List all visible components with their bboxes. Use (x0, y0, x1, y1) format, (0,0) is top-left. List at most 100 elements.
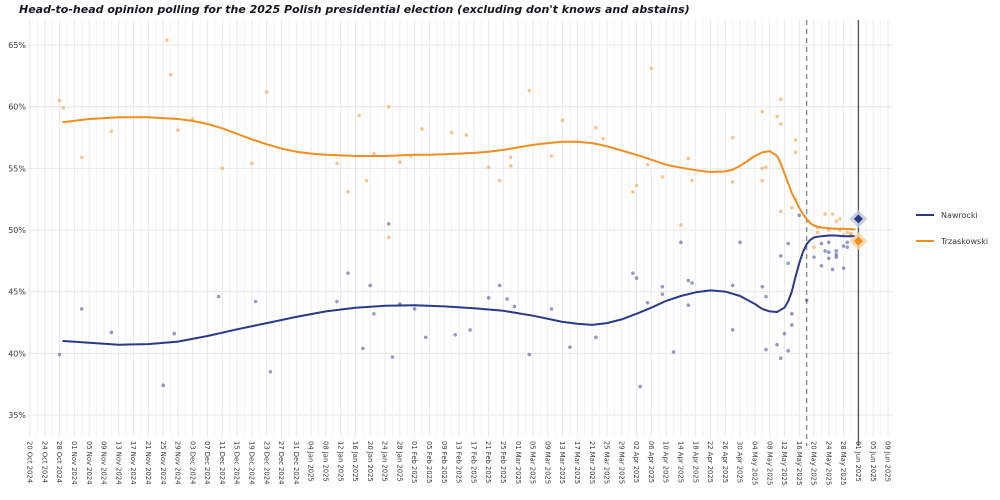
y-tick-label: 55% (8, 164, 26, 173)
y-tick-label: 65% (8, 41, 26, 50)
nawrocki-poll-point (845, 240, 850, 245)
nawrocki-poll-point (671, 350, 676, 354)
trzaskowski-poll-point (560, 118, 565, 123)
y-tick-label: 60% (8, 103, 26, 112)
chart-title: Head-to-head opinion polling for the 202… (19, 3, 690, 16)
y-tick-label: 35% (8, 411, 26, 420)
x-tick-label: 27 Dec 2024 (277, 441, 285, 484)
nawrocki-poll-point (790, 323, 794, 327)
x-tick-label: 17 Feb 2025 (469, 441, 477, 483)
x-tick-label: 29 Mar 2025 (617, 441, 625, 484)
nawrocki-poll-point (79, 307, 84, 311)
trzaskowski-poll-point (645, 162, 650, 167)
nawrocki-poll-point (361, 346, 365, 351)
trzaskowski-trend-line (62, 116, 856, 231)
trzaskowski-poll-point (364, 178, 369, 183)
nawrocki-poll-point (797, 213, 802, 218)
nawrocki-poll-point (782, 331, 787, 336)
nawrocki-poll-point (841, 244, 846, 248)
x-tick-label: 24 Oct 2024 (40, 441, 48, 483)
trzaskowski-poll-point (508, 155, 513, 160)
nawrocki-poll-point (568, 345, 572, 349)
nawrocki-poll-point (786, 349, 790, 353)
trzaskowski-line-swatch (916, 240, 934, 242)
x-tick-label: 12 May 2025 (780, 441, 788, 485)
trzaskowski-poll-point (679, 223, 683, 227)
trzaskowski-poll-point (634, 183, 639, 188)
nawrocki-poll-point (679, 240, 683, 245)
nawrocki-poll-point (812, 255, 816, 259)
x-tick-label: 01 Feb 2025 (410, 441, 418, 483)
nawrocki-poll-point (841, 266, 846, 271)
x-tick-label: 12 Jan 2025 (336, 441, 344, 482)
trzaskowski-poll-point (790, 206, 794, 210)
nawrocki-poll-point (834, 255, 839, 259)
x-tick-label: 06 Apr 2025 (647, 441, 655, 483)
trzaskowski-poll-point (372, 151, 376, 156)
x-tick-label: 26 Apr 2025 (721, 441, 729, 483)
y-tick-label: 45% (8, 288, 26, 297)
nawrocki-line-swatch (916, 214, 934, 216)
trzaskowski-poll-point (497, 178, 502, 183)
nawrocki-trend-line (62, 234, 856, 346)
nawrocki-poll-point (372, 312, 376, 316)
x-tick-label: 09 Feb 2025 (440, 441, 448, 483)
nawrocki-poll-point (834, 249, 839, 253)
x-tick-label: 08 May 2025 (765, 441, 773, 485)
nawrocki-poll-point (823, 249, 827, 253)
nawrocki-poll-point (834, 252, 839, 257)
trzaskowski-poll-point (250, 161, 254, 166)
trzaskowski-poll-point (386, 104, 391, 109)
x-tick-label: 13 Feb 2025 (455, 441, 463, 483)
legend-item-trzaskowski: Trzaskowski (916, 236, 988, 246)
trzaskowski-poll-point (778, 209, 783, 214)
trzaskowski-poll-point (57, 98, 62, 103)
nawrocki-poll-point (109, 330, 114, 335)
nawrocki-poll-point (505, 297, 509, 301)
trzaskowski-poll-point (793, 150, 798, 155)
nawrocki-poll-point (335, 299, 339, 304)
trzaskowski-poll-point (730, 180, 735, 184)
nawrocki-poll-point (412, 307, 417, 311)
trzaskowski-poll-point (838, 217, 842, 221)
legend-label-nawrocki: Nawrocki (941, 210, 978, 220)
nawrocki-poll-point (730, 328, 735, 332)
legend: Nawrocki Trzaskowski (916, 210, 988, 246)
nawrocki-poll-point (390, 355, 395, 359)
x-tick-label: 20 May 2025 (810, 441, 818, 485)
x-tick-label: 05 Nov 2024 (85, 441, 93, 485)
nawrocki-poll-point (216, 294, 221, 299)
nawrocki-poll-point (660, 284, 665, 289)
x-tick-label: 07 Dec 2024 (203, 441, 211, 484)
trzaskowski-poll-point (357, 113, 361, 118)
x-tick-label: 17 Nov 2024 (129, 441, 137, 485)
x-tick-label: 01 Mar 2025 (514, 441, 522, 484)
x-tick-label: 25 Nov 2024 (159, 441, 167, 485)
nawrocki-poll-point (790, 312, 794, 316)
nawrocki-poll-point (760, 284, 765, 289)
trzaskowski-poll-point (660, 175, 665, 179)
x-tick-label: 21 Nov 2024 (144, 441, 152, 485)
nawrocki-poll-point (827, 240, 831, 245)
x-tick-label: 09 Mar 2025 (543, 441, 551, 484)
trzaskowski-poll-point (79, 155, 84, 160)
trzaskowski-poll-point (549, 154, 554, 158)
nawrocki-poll-point (57, 352, 62, 357)
x-tick-label: 05 Mar 2025 (529, 441, 537, 484)
trzaskowski-poll-point (264, 90, 269, 94)
trzaskowski-poll-point (61, 106, 66, 110)
nawrocki-poll-point (730, 283, 735, 288)
trzaskowski-poll-point (346, 189, 350, 194)
nawrocki-poll-point (764, 347, 768, 352)
nawrocki-poll-point (819, 241, 824, 246)
nawrocki-poll-point (468, 328, 472, 332)
nawrocki-poll-point (686, 303, 691, 308)
trzaskowski-poll-point (764, 165, 768, 169)
nawrocki-poll-point (527, 352, 532, 357)
trzaskowski-poll-point (823, 212, 827, 216)
trzaskowski-poll-point (594, 125, 598, 130)
nawrocki-poll-point (631, 271, 635, 275)
trzaskowski-poll-point (168, 72, 173, 77)
x-tick-label: 05 Feb 2025 (425, 441, 433, 483)
trzaskowski-poll-point (464, 133, 469, 137)
